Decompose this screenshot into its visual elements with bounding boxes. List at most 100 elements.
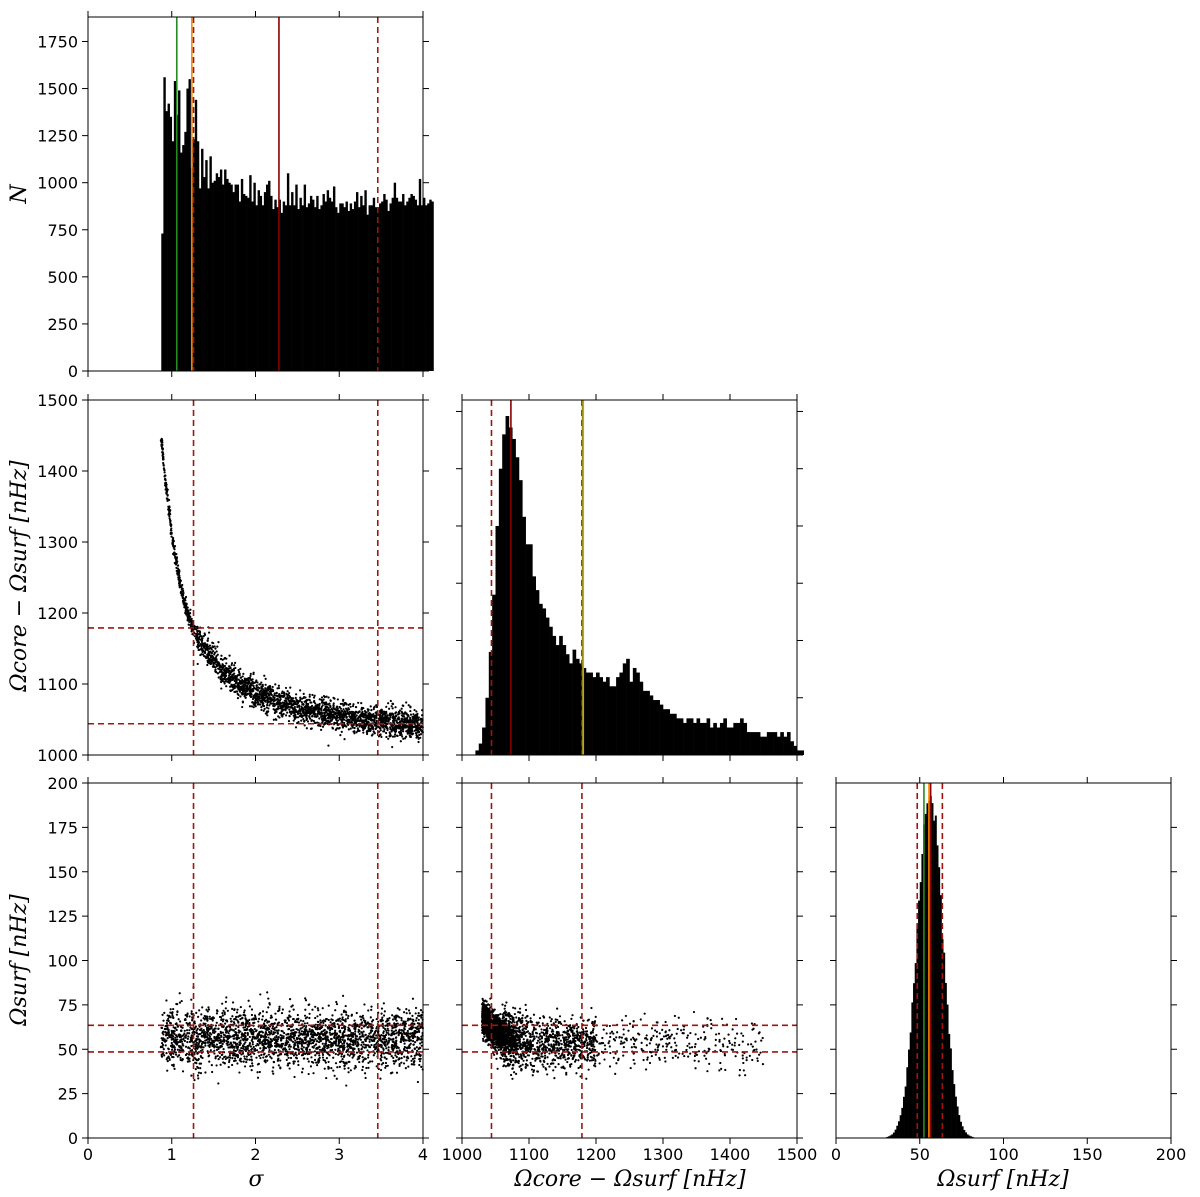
scatter-point (411, 732, 415, 735)
scatter-point (387, 737, 390, 740)
hist-core-bar (632, 667, 637, 755)
scatter-point (375, 704, 378, 707)
scatter-point (220, 668, 223, 672)
scatter-point (298, 1040, 302, 1043)
hist-core-bar (753, 732, 758, 755)
scatter-point (162, 461, 165, 465)
scatter-point (237, 670, 241, 674)
scatter-point (367, 709, 370, 712)
scatter-point (267, 1053, 270, 1056)
scatter-point (413, 1047, 417, 1051)
scatter-point (400, 717, 403, 720)
hist-sigma-bar (391, 197, 394, 371)
scatter-point (300, 1042, 303, 1045)
hist-sigma-bar (387, 210, 390, 371)
scatter-point (170, 535, 173, 538)
scatter-point (231, 1063, 234, 1067)
scatter-point (203, 632, 206, 635)
scatter-point (181, 1070, 185, 1073)
scatter-point (407, 727, 410, 731)
scatter-point (368, 1040, 371, 1043)
scatter-point (286, 696, 289, 699)
hist-core-bar (616, 677, 620, 755)
scatter-point (362, 731, 365, 734)
scatter-point (301, 1026, 304, 1029)
scatter-point (237, 668, 240, 672)
hist-sigma-bar (423, 197, 426, 371)
scatter-point (256, 1063, 260, 1066)
scatter-point (209, 1017, 212, 1020)
scatter-point (334, 1062, 338, 1065)
scatter-point (201, 1035, 204, 1038)
hist-core-bar (579, 663, 583, 755)
scatter-point (313, 1025, 316, 1029)
scatter-point (222, 1018, 225, 1021)
scatter-point (210, 662, 213, 665)
scatter-point (323, 695, 326, 699)
scatter-point (277, 1036, 280, 1039)
scatter-point (354, 719, 357, 722)
scatter-point (272, 695, 275, 699)
scatter-point (278, 1045, 281, 1048)
scatter-point (198, 644, 201, 647)
scatter-point (208, 652, 211, 655)
scatter-point (370, 1044, 373, 1047)
scatter-point (242, 672, 245, 675)
scatter-point (335, 1044, 338, 1047)
scatter-point (419, 728, 422, 731)
scatter-point (276, 1059, 279, 1062)
scatter-point (186, 1041, 189, 1044)
scatter-point (414, 732, 418, 735)
scatter-point (244, 1049, 248, 1053)
scatter-point (261, 704, 264, 707)
scatter-point (313, 699, 316, 703)
scatter-point (267, 1030, 271, 1034)
scatter-point (413, 1057, 416, 1060)
scatter-point (213, 653, 216, 656)
scatter-point (221, 1012, 224, 1015)
scatter-point (318, 707, 322, 710)
scatter-point (380, 1063, 383, 1066)
scatter-point (300, 706, 303, 710)
scatter-point (180, 1029, 183, 1032)
scatter-point (219, 657, 222, 661)
hist-core-bar (743, 722, 748, 755)
scatter-point (300, 701, 303, 704)
scatter-point (405, 1012, 408, 1015)
scatter-point (336, 707, 339, 710)
scatter-point (312, 706, 315, 709)
scatter-point (206, 639, 209, 643)
scatter-point (229, 666, 232, 669)
scatter-point (384, 724, 387, 728)
scatter-point (188, 1021, 191, 1025)
scatter-point (179, 1058, 182, 1062)
scatter-point (292, 1062, 295, 1065)
scatter-point (409, 713, 413, 716)
scatter-point (329, 714, 332, 718)
hist-sigma-bar (397, 201, 401, 371)
hist-core-bar (522, 516, 526, 755)
scatter-point (307, 1060, 310, 1063)
scatter-point (288, 691, 291, 695)
scatter-point (269, 702, 272, 705)
scatter-point (275, 694, 278, 697)
scatter-point (408, 1044, 411, 1047)
scatter-point (312, 719, 315, 723)
scatter-point (389, 1072, 393, 1075)
scatter-point (368, 1032, 371, 1035)
scatter-point (382, 1002, 385, 1005)
hist-sigma-bar (324, 201, 327, 371)
scatter-point (308, 695, 311, 698)
scatter-point (231, 675, 234, 679)
scatter-point (190, 622, 193, 626)
scatter-point (195, 632, 198, 636)
scatter-point (286, 711, 289, 714)
scatter-point (303, 1014, 307, 1017)
scatter-point (407, 1009, 411, 1012)
scatter-sigma-core-ytick-label: 1200 (37, 604, 78, 623)
scatter-point (162, 1019, 165, 1022)
scatter-point (327, 696, 330, 699)
scatter-point (293, 1060, 296, 1063)
scatter-point (395, 1071, 399, 1074)
hist-sigma-bar (161, 233, 164, 371)
